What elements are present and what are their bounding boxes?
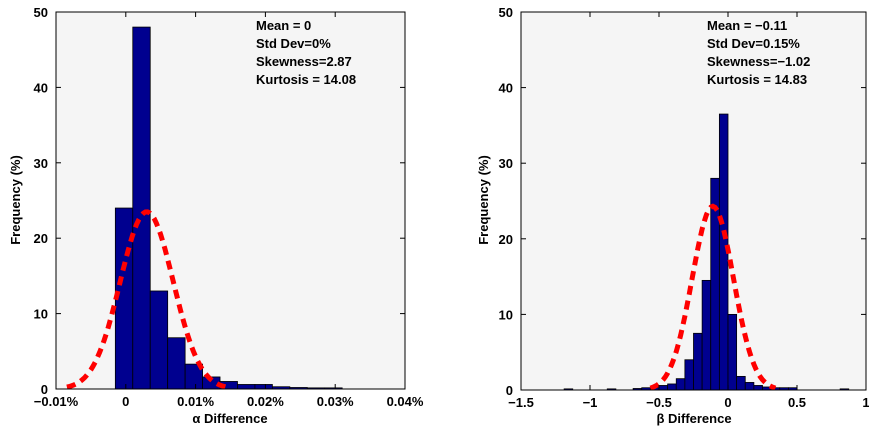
beta-y-axis-label: Frequency (%) (476, 155, 491, 245)
alpha-y-tick-label-1: 10 (34, 307, 48, 322)
alpha-y-tick-label-3: 30 (34, 156, 48, 171)
alpha-y-ticks: 0 10 20 30 40 50 (34, 5, 405, 397)
alpha-axes-box (55, 11, 406, 390)
beta-skewness-label: Skewness=−1.02 (707, 54, 810, 69)
beta-bar-6 (667, 383, 677, 391)
alpha-normal-fit (66, 209, 227, 390)
alpha-bar-1 (132, 26, 151, 390)
beta-x-tick-label-0: −1.5 (508, 395, 534, 410)
alpha-stats-box: Mean = 0 Std Dev=0% Skewness=2.87 Kurtos… (256, 18, 356, 87)
alpha-kurtosis-label: Kurtosis = 14.08 (256, 72, 356, 87)
beta-y-tick-label-0: 0 (506, 383, 513, 398)
alpha-fit-curve-line (66, 209, 227, 390)
alpha-x-tick-label-3: 0.02% (247, 394, 284, 409)
alpha-std-label: Std Dev=0% (256, 36, 331, 51)
alpha-x-ticks: −0.01% 0 0.01% 0.02% 0.03% 0.04% (34, 12, 424, 409)
beta-x-tick-label-4: 0.5 (788, 395, 806, 410)
beta-x-tick-label-1: −1 (583, 395, 598, 410)
alpha-plot-area (56, 12, 405, 389)
alpha-x-axis-label: α Difference (192, 411, 267, 426)
alpha-x-tick-label-2: 0.01% (177, 394, 214, 409)
alpha-y-tick-label-4: 40 (34, 80, 48, 95)
beta-y-tick-label-1: 10 (499, 307, 513, 322)
beta-bar-10 (701, 279, 712, 391)
alpha-x-tick-label-1: 0 (122, 394, 129, 409)
alpha-bar-8 (254, 384, 273, 390)
alpha-bar-3 (167, 337, 186, 390)
beta-x-ticks: −1.5 −1 −0.5 0 0.5 1 (508, 12, 869, 410)
beta-y-ticks: 0 10 20 30 40 50 (499, 5, 866, 398)
alpha-y-axis-label: Frequency (%) (8, 155, 23, 245)
beta-std-label: Std Dev=0.15% (707, 36, 800, 51)
beta-bar-9 (693, 332, 703, 391)
beta-bar-8 (684, 359, 694, 391)
alpha-mean-label: Mean = 0 (256, 18, 311, 33)
beta-bar-5 (658, 385, 669, 391)
beta-x-tick-label-2: −0.5 (646, 395, 672, 410)
beta-bar-15 (744, 382, 755, 391)
alpha-skewness-label: Skewness=2.87 (256, 54, 352, 69)
alpha-y-tick-label-0: 0 (41, 382, 48, 397)
alpha-bar-7 (237, 384, 256, 390)
beta-y-tick-label-5: 50 (499, 5, 513, 20)
beta-y-tick-label-3: 30 (499, 156, 513, 171)
alpha-x-tick-label-4: 0.03% (317, 394, 354, 409)
beta-y-tick-label-4: 40 (499, 81, 513, 96)
alpha-y-tick-label-2: 20 (34, 231, 48, 246)
alpha-difference-panel: −0.01% 0 0.01% 0.02% 0.03% 0.04% 01020304050 … (8, 5, 424, 426)
beta-bar-16 (753, 385, 763, 391)
beta-stats-box: Mean = −0.11 Std Dev=0.15% Skewness=−1.0… (707, 18, 810, 87)
beta-mean-label: Mean = −0.11 (707, 18, 787, 33)
beta-fit-curve-line (649, 203, 777, 391)
beta-axes-box (520, 11, 867, 391)
beta-x-tick-label-3: 0 (724, 395, 731, 410)
beta-difference-panel: −1.5 −1 −0.5 0 0.5 1 0 10 20 30 40 50 β Difference… (476, 5, 869, 426)
alpha-bar-2 (149, 290, 169, 390)
beta-bar-7 (675, 378, 686, 391)
beta-bar-14 (736, 375, 746, 391)
beta-x-axis-label: β Difference (656, 411, 731, 426)
beta-kurtosis-label: Kurtosis = 14.83 (707, 72, 807, 87)
beta-normal-fit (649, 203, 777, 391)
beta-plot-area (521, 12, 866, 390)
alpha-x-tick-label-0: −0.01% (34, 394, 79, 409)
beta-y-tick-label-2: 20 (499, 232, 513, 247)
beta-bar-13 (727, 313, 738, 391)
alpha-y-tick-label-5: 50 (34, 5, 48, 20)
alpha-x-tick-label-5: 0.04% (387, 394, 424, 409)
beta-x-tick-label-5: 1 (862, 395, 869, 410)
